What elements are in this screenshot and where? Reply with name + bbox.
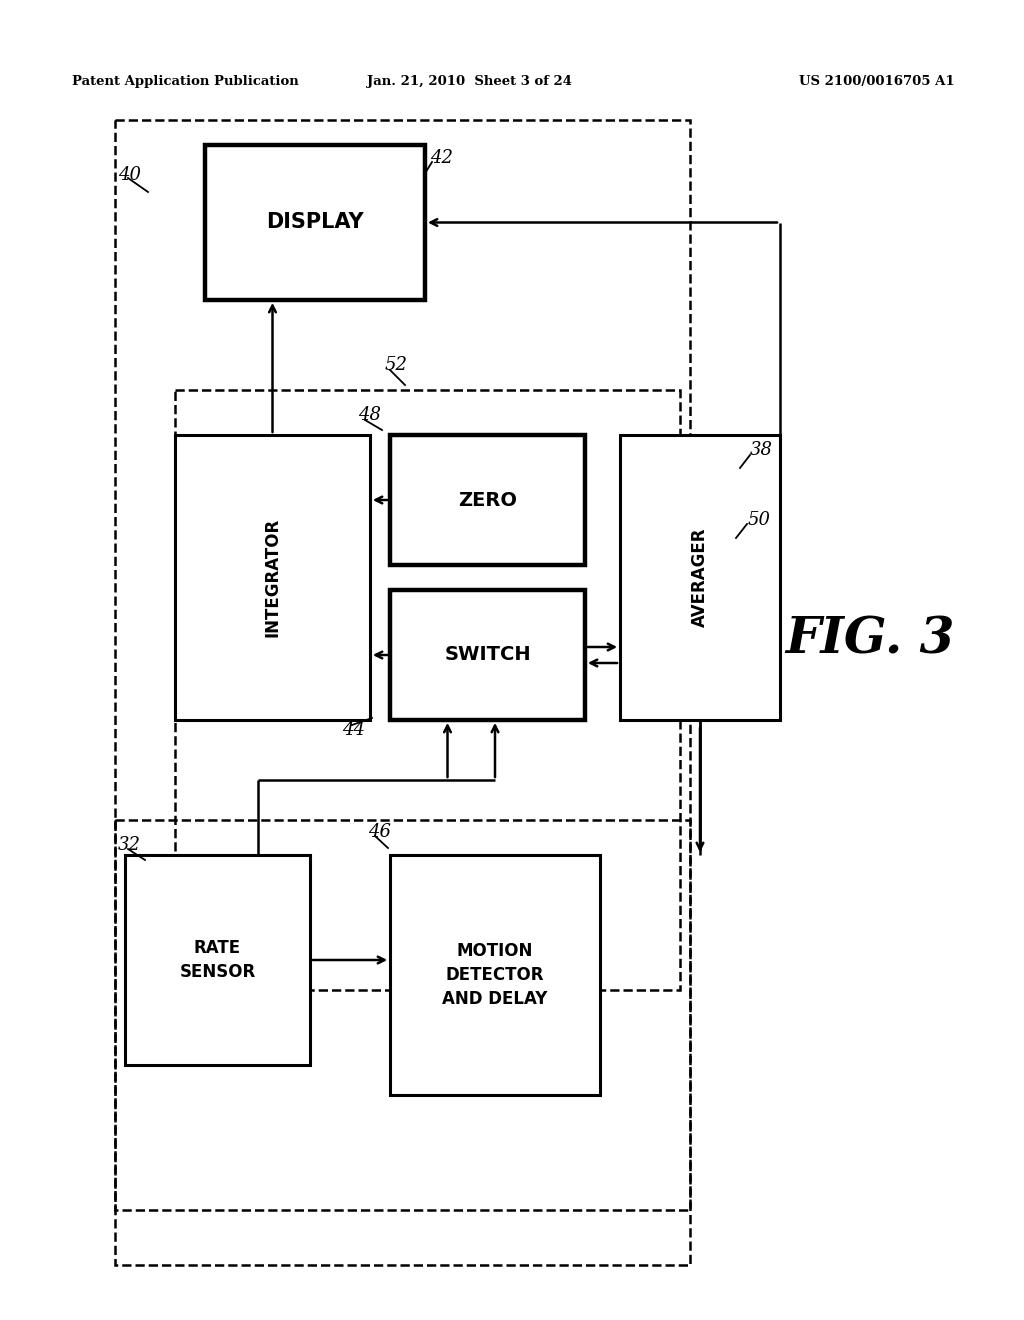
Bar	[115, 120, 690, 1265]
Text: AVERAGER: AVERAGER	[691, 528, 709, 627]
Bar	[175, 436, 370, 719]
Bar	[390, 436, 585, 565]
Bar	[390, 855, 600, 1096]
Bar	[620, 436, 780, 719]
Bar	[390, 590, 585, 719]
Text: SWITCH: SWITCH	[444, 645, 530, 664]
Text: Patent Application Publication: Patent Application Publication	[72, 75, 299, 88]
Text: 32: 32	[118, 836, 141, 854]
Bar	[175, 389, 680, 990]
Text: DISPLAY: DISPLAY	[266, 213, 364, 232]
Text: 50: 50	[748, 511, 771, 529]
Text: 52: 52	[385, 356, 408, 374]
Bar	[205, 145, 425, 300]
Text: 46: 46	[368, 822, 391, 841]
Text: 40: 40	[118, 166, 141, 183]
Text: RATE
SENSOR: RATE SENSOR	[179, 940, 256, 981]
Bar	[115, 820, 690, 1210]
Text: ZERO: ZERO	[458, 491, 517, 510]
Text: Jan. 21, 2010  Sheet 3 of 24: Jan. 21, 2010 Sheet 3 of 24	[368, 75, 572, 88]
Text: US 2100/0016705 A1: US 2100/0016705 A1	[800, 75, 955, 88]
Text: 38: 38	[750, 441, 773, 459]
Text: FIG. 3: FIG. 3	[785, 615, 954, 664]
Text: 42: 42	[430, 149, 453, 168]
Text: INTEGRATOR: INTEGRATOR	[263, 517, 282, 638]
Text: MOTION
DETECTOR
AND DELAY: MOTION DETECTOR AND DELAY	[442, 942, 548, 1007]
Text: 44: 44	[342, 721, 365, 739]
Bar	[125, 855, 310, 1065]
Text: 48: 48	[358, 407, 381, 424]
